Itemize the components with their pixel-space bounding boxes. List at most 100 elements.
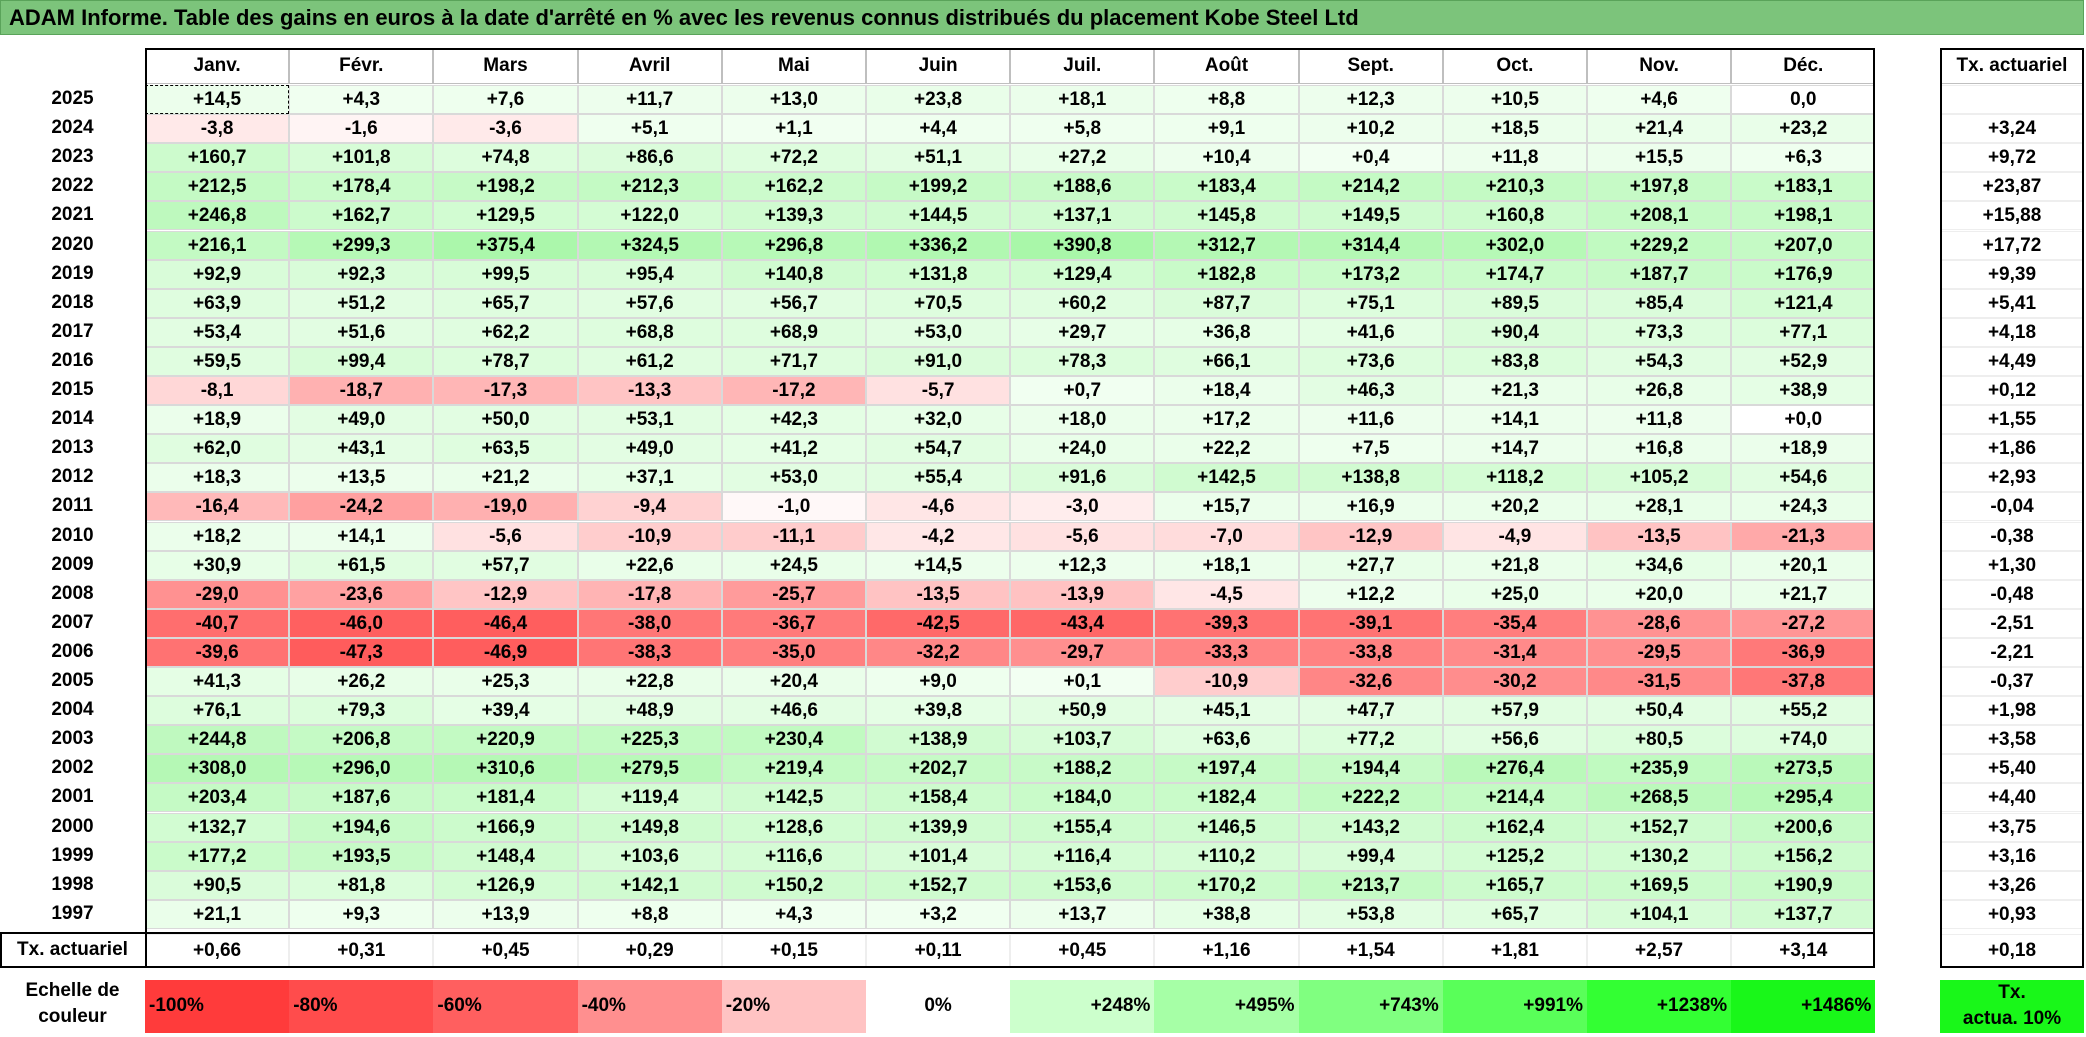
heatmap-cell: +139,3 [721, 201, 866, 231]
heatmap-cell: +18,4 [1154, 376, 1299, 406]
heatmap-cell: +20,1 [1731, 550, 1876, 580]
heatmap-cell: +15,5 [1587, 143, 1732, 173]
row-year-label: 2012 [51, 466, 94, 488]
heatmap-cell: -5,7 [866, 376, 1011, 406]
heatmap-cell: +148,4 [433, 841, 578, 871]
rate-cell: +1,30 [1940, 550, 2084, 580]
heatmap-cell: -17,3 [433, 376, 578, 406]
heatmap-cell: +53,1 [577, 405, 722, 435]
footer-overall-rate: +0,18 [1940, 933, 2084, 968]
heatmap-cell: +7,6 [433, 85, 578, 115]
heatmap-cell: +16,9 [1298, 492, 1443, 522]
heatmap-cell: -5,6 [433, 521, 578, 551]
heatmap-cell: +21,2 [433, 463, 578, 493]
heatmap-cell: +7,5 [1298, 434, 1443, 464]
heatmap-cell: -36,7 [721, 608, 866, 638]
heatmap-cell: +91,0 [866, 346, 1011, 376]
heatmap-cell: 0,0 [1731, 85, 1876, 115]
row-year-label: 1997 [51, 902, 94, 924]
rate-cell: -2,51 [1940, 608, 2084, 638]
rate-cell: +4,40 [1940, 783, 2084, 813]
heatmap-cell: +5,1 [577, 114, 722, 144]
heatmap-cell: +24,0 [1010, 434, 1155, 464]
heatmap-cell: +207,0 [1731, 230, 1876, 260]
heatmap-cell: -1,6 [289, 114, 434, 144]
heatmap-cell: +312,7 [1154, 230, 1299, 260]
row-year-label: 1999 [51, 844, 94, 866]
legend-swatch: -100% [145, 980, 290, 1033]
heatmap-cell: +61,2 [577, 346, 722, 376]
heatmap-cell: +73,6 [1298, 346, 1443, 376]
heatmap-cell: +52,9 [1731, 346, 1876, 376]
footer-rate-cell: +0,15 [721, 933, 866, 968]
heatmap-cell: +177,2 [145, 841, 290, 871]
heatmap-cell: -4,9 [1442, 521, 1587, 551]
heatmap-cell: +14,1 [1442, 405, 1587, 435]
heatmap-cell: -12,9 [1298, 521, 1443, 551]
heatmap-cell: +314,4 [1298, 230, 1443, 260]
heatmap-cell: -32,6 [1298, 667, 1443, 697]
heatmap-cell: +152,7 [866, 870, 1011, 900]
rate-cell: +9,72 [1940, 143, 2084, 173]
heatmap-cell: +182,4 [1154, 783, 1299, 813]
heatmap-cell: +188,6 [1010, 172, 1155, 202]
heatmap-cell: +110,2 [1154, 841, 1299, 871]
legend-label-line1: Echelle de [25, 980, 120, 1001]
heatmap-cell: +68,9 [721, 317, 866, 347]
heatmap-cell: +165,7 [1442, 870, 1587, 900]
heatmap-cell: +206,8 [289, 725, 434, 755]
legend-rate-line1: Tx. [1998, 982, 2026, 1003]
heatmap-cell: +63,9 [145, 288, 290, 318]
heatmap-cell: +73,3 [1587, 317, 1732, 347]
heatmap-cell: -3,6 [433, 114, 578, 144]
row-year-label: 2010 [51, 524, 94, 546]
heatmap-cell: +101,4 [866, 841, 1011, 871]
heatmap-cell: -46,4 [433, 608, 578, 638]
heatmap-cell: +183,4 [1154, 172, 1299, 202]
rate-cell: +3,26 [1940, 870, 2084, 900]
heatmap-cell: -47,3 [289, 637, 434, 667]
rate-cell: +3,24 [1940, 114, 2084, 144]
heatmap-cell: +78,3 [1010, 346, 1155, 376]
heatmap-cell: -33,8 [1298, 637, 1443, 667]
heatmap-cell: +32,0 [866, 405, 1011, 435]
heatmap-cell: +99,5 [433, 259, 578, 289]
heatmap-cell: +0,4 [1298, 143, 1443, 173]
heatmap-cell: +153,6 [1010, 870, 1155, 900]
heatmap-cell: +53,4 [145, 317, 290, 347]
heatmap-cell: -38,3 [577, 637, 722, 667]
footer-rate-cell: +1,81 [1442, 933, 1587, 968]
heatmap-cell: +46,3 [1298, 376, 1443, 406]
heatmap-cell: +129,5 [433, 201, 578, 231]
rate-cell: -0,04 [1940, 492, 2084, 522]
heatmap-cell: +51,1 [866, 143, 1011, 173]
heatmap-cell: +178,4 [289, 172, 434, 202]
heatmap-cell: +137,1 [1010, 201, 1155, 231]
legend-swatch: +991% [1442, 980, 1587, 1033]
heatmap-cell: +208,1 [1587, 201, 1732, 231]
heatmap-cell: +34,6 [1587, 550, 1732, 580]
heatmap-cell: +61,5 [289, 550, 434, 580]
heatmap-cell: +49,0 [577, 434, 722, 464]
page-title: ADAM Informe. Table des gains en euros à… [0, 0, 2084, 35]
legend-swatch: 0% [866, 980, 1011, 1033]
heatmap-cell: +149,8 [577, 812, 722, 842]
heatmap-cell: +162,4 [1442, 812, 1587, 842]
row-year-label: 2005 [51, 670, 94, 691]
heatmap-cell: +190,9 [1731, 870, 1876, 900]
heatmap-cell: +212,5 [145, 172, 290, 202]
row-year-label: 2022 [51, 175, 94, 197]
heatmap-cell: -25,7 [721, 579, 866, 609]
legend-swatch: -80% [289, 980, 434, 1033]
heatmap-cell: -43,4 [1010, 608, 1155, 638]
row-year-label: 1998 [51, 873, 94, 895]
heatmap-cell: +68,8 [577, 317, 722, 347]
heatmap-cell: +210,3 [1442, 172, 1587, 202]
heatmap-cell: +4,3 [721, 899, 866, 929]
heatmap-cell: +56,6 [1442, 725, 1587, 755]
heatmap-cell: -46,9 [433, 637, 578, 667]
row-year-label: 2008 [51, 582, 94, 604]
legend-label: Echelle de couleur [0, 978, 145, 1030]
heatmap-cell: +183,1 [1731, 172, 1876, 202]
heatmap-cell: +146,5 [1154, 812, 1299, 842]
